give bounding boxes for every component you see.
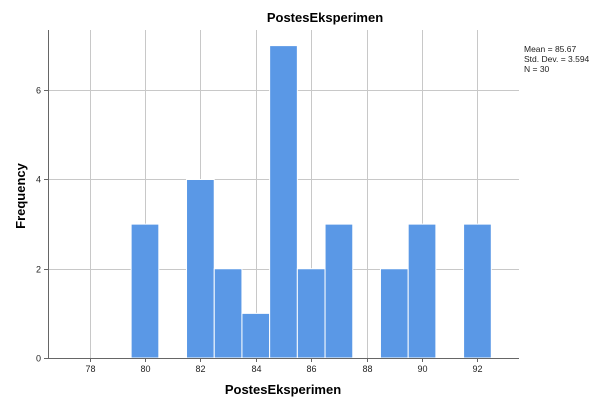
histogram-bar	[269, 45, 298, 359]
histogram-bar	[296, 268, 326, 359]
x-tick-label: 88	[362, 364, 372, 374]
stats-std-dev: Std. Dev. = 3.594	[524, 54, 590, 64]
y-tick-label: 2	[36, 265, 41, 275]
x-tick-label: 86	[306, 364, 316, 374]
histogram-bar	[186, 178, 215, 359]
y-tick-label: 4	[36, 175, 41, 185]
x-tick-label: 84	[251, 364, 261, 374]
x-tick-label: 92	[472, 364, 482, 374]
histogram-bar	[130, 223, 160, 359]
y-tick-label: 0	[36, 354, 41, 364]
x-tick-label: 90	[417, 364, 427, 374]
histogram-bar	[463, 223, 492, 359]
stats-box: Mean = 85.67 Std. Dev. = 3.594 N = 30	[524, 44, 590, 74]
x-axis-label: PostesEksperimen	[225, 382, 341, 397]
histogram-bar	[407, 223, 437, 359]
x-tick-label: 78	[85, 364, 95, 374]
histogram-bar	[241, 312, 271, 359]
histogram-bar	[379, 268, 409, 359]
axes	[48, 30, 519, 359]
x-tick-label: 82	[195, 364, 205, 374]
histogram-bar	[213, 268, 243, 359]
y-tick-label: 6	[36, 86, 41, 96]
chart-title: PostesEksperimen	[267, 10, 383, 25]
y-axis-label: Frequency	[13, 162, 28, 229]
histogram-bars	[130, 45, 492, 359]
stats-n: N = 30	[524, 64, 550, 74]
x-tick-label: 80	[140, 364, 150, 374]
tick-labels: 78 80 82 84 86 88 90 92 0 2 4 6	[36, 86, 483, 375]
stats-mean: Mean = 85.67	[524, 44, 576, 54]
histogram-bar	[324, 223, 354, 359]
